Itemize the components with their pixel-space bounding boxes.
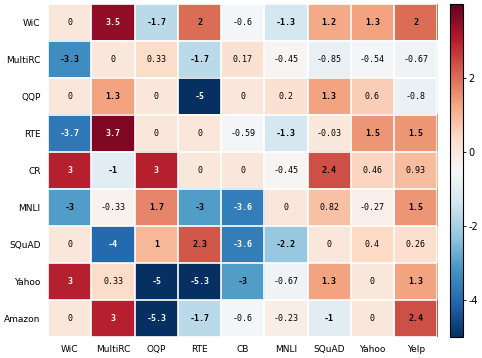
Text: -0.85: -0.85 (317, 55, 342, 64)
Text: 0.4: 0.4 (365, 240, 380, 249)
Text: 1.3: 1.3 (408, 277, 423, 286)
Text: 0.33: 0.33 (146, 55, 166, 64)
Text: 1.2: 1.2 (321, 18, 337, 27)
Text: 0.6: 0.6 (365, 92, 380, 101)
Text: 0: 0 (110, 55, 116, 64)
Text: 0.46: 0.46 (362, 166, 382, 175)
Text: 3: 3 (110, 314, 116, 323)
Text: 3: 3 (67, 277, 72, 286)
Text: -1.7: -1.7 (189, 314, 210, 323)
Text: 1.5: 1.5 (408, 203, 423, 212)
Text: 0: 0 (67, 92, 72, 101)
Text: 0: 0 (67, 314, 72, 323)
Text: -1: -1 (324, 314, 334, 323)
Text: 3.7: 3.7 (106, 129, 120, 138)
Text: 0: 0 (370, 277, 375, 286)
Text: -5.3: -5.3 (146, 314, 166, 323)
Text: 0: 0 (67, 18, 72, 27)
Text: 1.3: 1.3 (365, 18, 380, 27)
Text: 1: 1 (154, 240, 159, 249)
Text: 0.17: 0.17 (233, 55, 253, 64)
Text: -3.6: -3.6 (233, 240, 253, 249)
Text: -1.3: -1.3 (276, 129, 296, 138)
Text: -0.8: -0.8 (406, 92, 426, 101)
Text: 0: 0 (197, 129, 202, 138)
Text: -3: -3 (238, 277, 248, 286)
Text: -3: -3 (65, 203, 75, 212)
Text: -0.45: -0.45 (273, 55, 298, 64)
Text: 1.3: 1.3 (321, 277, 337, 286)
Text: -4: -4 (108, 240, 118, 249)
Text: -1.3: -1.3 (276, 18, 296, 27)
Text: 0: 0 (154, 129, 159, 138)
Text: 3: 3 (67, 166, 72, 175)
Text: 2: 2 (197, 18, 202, 27)
Text: -1: -1 (108, 166, 118, 175)
Text: -0.67: -0.67 (273, 277, 298, 286)
Text: -0.6: -0.6 (233, 314, 253, 323)
Text: -0.6: -0.6 (233, 18, 253, 27)
Text: -0.59: -0.59 (230, 129, 255, 138)
Text: -0.33: -0.33 (101, 203, 125, 212)
Text: 0: 0 (283, 203, 289, 212)
Text: 0.93: 0.93 (406, 166, 426, 175)
Text: -0.27: -0.27 (360, 203, 385, 212)
Text: -0.54: -0.54 (360, 55, 385, 64)
Text: 0: 0 (240, 166, 245, 175)
Text: 3.5: 3.5 (106, 18, 120, 27)
Text: 2.4: 2.4 (408, 314, 423, 323)
Text: -1.7: -1.7 (146, 18, 166, 27)
Text: 1.7: 1.7 (149, 203, 164, 212)
Text: 1.3: 1.3 (321, 92, 337, 101)
Text: -0.45: -0.45 (273, 166, 298, 175)
Text: 0: 0 (154, 92, 159, 101)
Text: -1.7: -1.7 (189, 55, 210, 64)
Text: 0: 0 (327, 240, 332, 249)
Text: -0.23: -0.23 (273, 314, 298, 323)
Text: 0.26: 0.26 (406, 240, 426, 249)
Text: -0.03: -0.03 (317, 129, 342, 138)
Text: -3.6: -3.6 (233, 203, 253, 212)
Text: 0: 0 (370, 314, 375, 323)
Text: -3: -3 (195, 203, 204, 212)
Text: 1.5: 1.5 (365, 129, 380, 138)
Text: 0: 0 (240, 92, 245, 101)
Text: -5: -5 (151, 277, 161, 286)
Text: 2.3: 2.3 (192, 240, 207, 249)
Text: 0: 0 (197, 166, 202, 175)
Text: 0.2: 0.2 (279, 92, 294, 101)
Text: -5: -5 (195, 92, 204, 101)
Text: 2.4: 2.4 (321, 166, 337, 175)
Text: 0.82: 0.82 (319, 203, 339, 212)
Text: 3: 3 (154, 166, 159, 175)
Text: -2.2: -2.2 (276, 240, 296, 249)
Text: -3.3: -3.3 (60, 55, 80, 64)
Text: -0.67: -0.67 (403, 55, 428, 64)
Text: -5.3: -5.3 (189, 277, 210, 286)
Text: 1.3: 1.3 (106, 92, 120, 101)
Text: 0.33: 0.33 (103, 277, 123, 286)
Text: -3.7: -3.7 (60, 129, 80, 138)
Text: 1.5: 1.5 (408, 129, 423, 138)
Text: 2: 2 (413, 18, 418, 27)
Text: 0: 0 (67, 240, 72, 249)
